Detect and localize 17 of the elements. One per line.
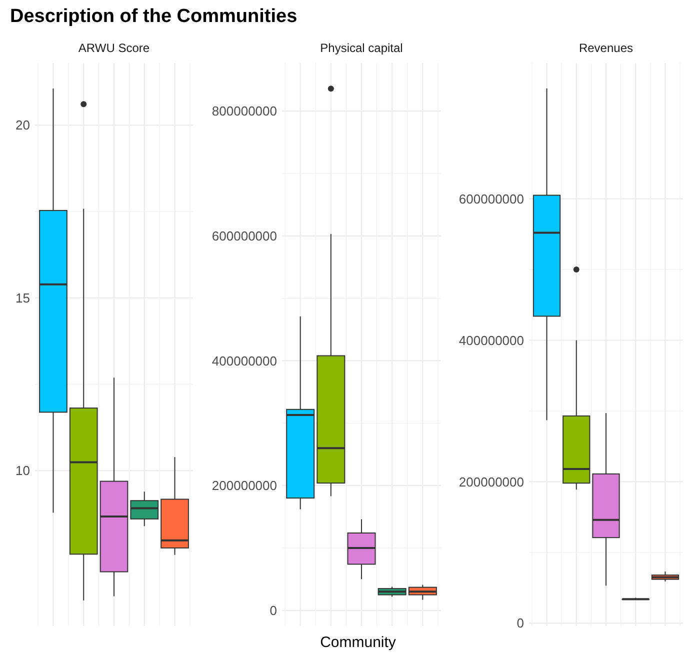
y-tick-label: 200000000: [212, 478, 277, 494]
y-tick-label: 0: [516, 616, 524, 631]
y-tick-label: 600000000: [212, 228, 277, 244]
y-tick-label: 200000000: [458, 474, 524, 490]
chart-subtitle: ARWU Score: [78, 41, 150, 55]
chart-title: Description of the Communities: [10, 6, 298, 27]
y-tick-label: 400000000: [212, 353, 277, 368]
y-tick-label: 15: [16, 290, 30, 306]
y-tick-label: 20: [16, 118, 30, 133]
y-tick-label: 600000000: [458, 191, 524, 206]
y-tick-label: 800000000: [212, 104, 277, 119]
chart-subtitle: Revenues: [578, 41, 634, 55]
y-tick-label: 0: [270, 602, 277, 618]
x-axis-title: Community: [320, 634, 396, 651]
chart-subtitle: Physical capital: [320, 41, 403, 55]
y-tick-label: 10: [16, 463, 30, 478]
y-tick-label: 400000000: [458, 332, 524, 348]
